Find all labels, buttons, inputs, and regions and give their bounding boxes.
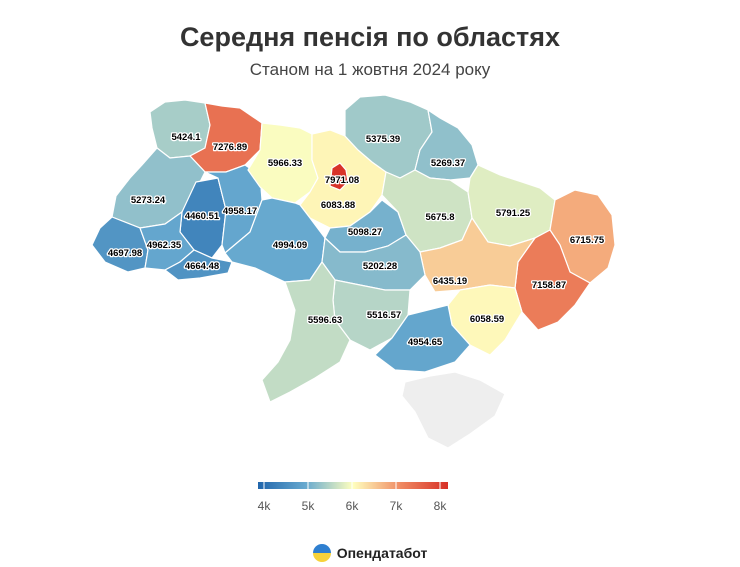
label-kyiv-city: 7971.08	[325, 175, 359, 186]
label-lviv: 5273.24	[131, 195, 166, 206]
label-ivano-frankivsk: 4962.35	[147, 240, 182, 251]
label-rivne: 7276.89	[213, 142, 247, 153]
label-donetsk: 7158.87	[532, 280, 566, 291]
label-kyiv-oblast: 6083.88	[321, 200, 355, 211]
chart-subtitle: Станом на 1 жовтня 2024 року	[249, 60, 491, 79]
label-sumy: 5269.37	[431, 158, 465, 169]
label-mykolaiv: 5516.57	[367, 310, 401, 321]
region-kyiv-city[interactable]	[329, 162, 349, 191]
label-kherson: 4954.65	[408, 337, 443, 348]
label-dnipropetrovsk: 6435.19	[433, 276, 467, 287]
label-vinnytsia: 4994.09	[273, 240, 307, 251]
legend-tick-label: 8k	[434, 499, 448, 513]
label-luhansk: 6715.75	[570, 235, 605, 246]
brand-footer: Опендатабот	[0, 544, 740, 567]
legend-tick-label: 5k	[302, 499, 316, 513]
region-crimea[interactable]	[401, 371, 506, 449]
region-kherson[interactable]	[374, 304, 471, 373]
brand-name: Опендатабот	[336, 545, 428, 561]
label-zakarpattia: 4697.98	[108, 248, 142, 259]
label-chernihiv: 5375.39	[366, 134, 400, 145]
region-sumy[interactable]	[414, 108, 479, 181]
label-odesa: 5596.63	[308, 315, 342, 326]
chart-title: Середня пенсія по областях	[179, 22, 561, 52]
label-ternopil: 4460.51	[185, 211, 220, 222]
legend-tick-label: 7k	[390, 499, 404, 513]
region-odesa[interactable]	[261, 260, 351, 403]
label-cherkasy: 5098.27	[348, 227, 382, 238]
label-kharkiv: 5791.25	[496, 208, 531, 219]
legend-tick-label: 4k	[258, 499, 272, 513]
label-poltava: 5675.8	[425, 212, 454, 223]
opendatabot-logo-icon	[312, 544, 331, 562]
label-chernivtsi: 4664.48	[185, 261, 219, 272]
label-zhytomyr: 5966.33	[268, 158, 302, 169]
label-volyn: 5424.1	[171, 132, 201, 143]
label-khmelnytskyi: 4958.17	[223, 206, 257, 217]
region-dnipropetrovsk[interactable]	[419, 216, 537, 293]
legend-tick-label: 6k	[346, 499, 360, 513]
label-kirovohrad: 5202.28	[363, 261, 397, 272]
legend-ticks: 4k 5k 6k 7k 8k	[258, 482, 448, 513]
label-zaporizhzhia: 6058.59	[470, 314, 504, 325]
legend-gradient-bar	[258, 482, 448, 489]
